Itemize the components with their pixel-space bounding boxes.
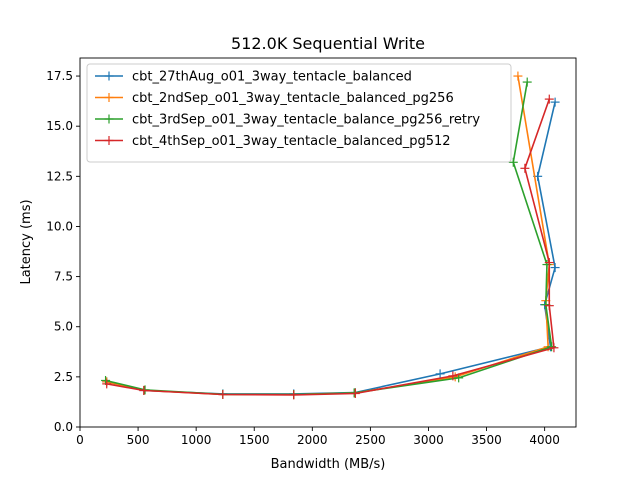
data-point <box>513 71 523 81</box>
y-tick-label: 12.5 <box>46 169 73 183</box>
x-tick-label: 1500 <box>239 433 270 447</box>
legend-label: cbt_2ndSep_o01_3way_tentacle_balanced_pg… <box>132 91 454 106</box>
legend-label: cbt_27thAug_o01_3way_tentacle_balanced <box>132 70 412 85</box>
x-tick-label: 500 <box>127 433 150 447</box>
data-point <box>102 379 112 389</box>
data-point <box>544 301 554 311</box>
x-tick-label: 2000 <box>297 433 328 447</box>
legend-item: cbt_4thSep_o01_3way_tentacle_balanced_pg… <box>95 134 451 149</box>
y-tick-label: 5.0 <box>54 320 73 334</box>
y-tick-label: 2.5 <box>54 370 73 384</box>
y-tick-label: 10.0 <box>46 219 73 233</box>
x-axis-label: Bandwidth (MB/s) <box>271 457 386 472</box>
data-point <box>520 163 530 173</box>
x-tick-label: 3000 <box>413 433 444 447</box>
legend-item: cbt_2ndSep_o01_3way_tentacle_balanced_pg… <box>95 91 454 106</box>
x-tick-label: 3500 <box>471 433 502 447</box>
y-tick-label: 15.0 <box>46 119 73 133</box>
legend-label: cbt_4thSep_o01_3way_tentacle_balanced_pg… <box>132 134 451 149</box>
legend: cbt_27thAug_o01_3way_tentacle_balancedcb… <box>86 63 512 163</box>
legend-item: cbt_27thAug_o01_3way_tentacle_balanced <box>95 70 412 85</box>
x-tick-label: 2500 <box>355 433 386 447</box>
y-tick-label: 0.0 <box>54 420 73 434</box>
y-tick-label: 17.5 <box>46 69 73 83</box>
series-4 <box>102 94 559 400</box>
data-point <box>544 258 554 268</box>
data-point <box>435 369 445 379</box>
legend-label: cbt_3rdSep_o01_3way_tentacle_balance_pg2… <box>132 113 480 128</box>
legend-box <box>86 63 512 163</box>
x-tick-label: 4000 <box>529 433 560 447</box>
y-axis-label: Latency (ms) <box>19 199 34 284</box>
data-point <box>289 390 299 400</box>
axes-frame <box>79 57 577 428</box>
data-point <box>550 97 560 107</box>
data-point <box>139 386 149 396</box>
x-tick-label: 1000 <box>181 433 212 447</box>
legend-item: cbt_3rdSep_o01_3way_tentacle_balance_pg2… <box>95 113 480 128</box>
data-point <box>550 263 560 273</box>
series-layer <box>101 71 560 400</box>
data-point <box>522 77 532 87</box>
axes-layer: 0 500 1000 1500 2000 2500 3000 3500 4000 0.0 2.5 5.… <box>46 57 577 447</box>
data-point <box>350 389 360 399</box>
data-point <box>508 157 518 167</box>
x-tick-label: 0 <box>76 433 84 447</box>
data-point <box>544 94 554 104</box>
chart-title: 512.0K Sequential Write <box>231 34 425 53</box>
data-point <box>448 371 458 381</box>
data-point <box>549 343 559 353</box>
y-tick-label: 7.5 <box>54 270 73 284</box>
data-point <box>218 390 228 400</box>
